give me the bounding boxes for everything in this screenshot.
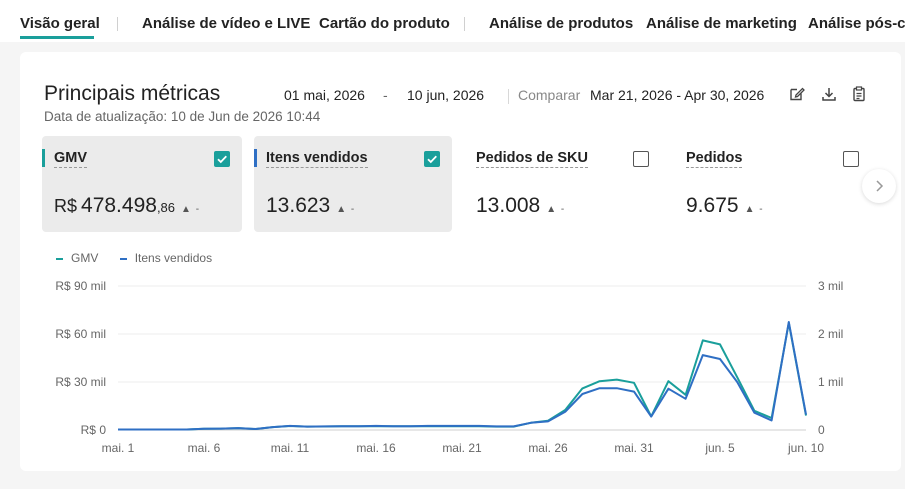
line-chart: R$ 0 R$ 30 mil R$ 60 mil R$ 90 mil 0 1 mil 2 … xyxy=(55,279,843,455)
trend-indicator: ▲ - xyxy=(744,204,764,215)
clipboard-icon[interactable] xyxy=(850,85,868,103)
carousel-next-button[interactable] xyxy=(862,169,896,203)
y-right-tick-label: 0 xyxy=(818,423,825,437)
active-tab-indicator xyxy=(20,36,94,39)
legend-swatch xyxy=(56,257,63,260)
metric-card-pedidos[interactable]: Pedidos 9.675 ▲ - xyxy=(674,136,870,232)
trend-indicator: ▲ - xyxy=(546,204,566,215)
trend-indicator: ▲ - xyxy=(336,204,356,215)
legend-swatch xyxy=(119,257,127,260)
check-icon xyxy=(427,155,437,164)
legend-item-itens-vendidos[interactable]: Itens vendidos xyxy=(119,251,213,265)
metric-value: 13.623 ▲ - xyxy=(266,194,355,218)
tab-bar: Visão geral Análise de vídeo e LIVE Cart… xyxy=(0,0,905,42)
y-left-tick-label: R$ 0 xyxy=(81,423,107,437)
y-right-tick-label: 3 mil xyxy=(818,279,843,293)
x-tick-label: mai. 31 xyxy=(614,441,654,455)
compare-label: Comparar xyxy=(518,87,581,103)
legend-label: Itens vendidos xyxy=(134,251,213,265)
metric-label: Pedidos de SKU xyxy=(476,150,588,168)
x-tick-label: mai. 16 xyxy=(356,441,396,455)
edit-icon[interactable] xyxy=(788,85,806,103)
metric-color-indicator xyxy=(42,149,45,167)
tab-analise-pos-venda[interactable]: Análise pós-co xyxy=(808,15,905,32)
trend-indicator: ▲ - xyxy=(181,204,201,215)
download-icon[interactable] xyxy=(820,85,838,103)
tab-analise-produtos[interactable]: Análise de produtos xyxy=(489,15,634,32)
tab-analise-video-live[interactable]: Análise de vídeo e LIVE xyxy=(142,15,311,32)
metric-value: 13.008 ▲ - xyxy=(476,194,565,218)
metric-value: 9.675 ▲ - xyxy=(686,194,764,218)
tab-divider xyxy=(117,17,118,31)
series-line-gmv[interactable] xyxy=(118,321,807,431)
metric-card-gmv[interactable]: GMV R$ 478.498,86 ▲ - xyxy=(42,136,242,232)
metric-value: R$ 478.498,86 ▲ - xyxy=(54,194,200,218)
x-tick-label: jun. 5 xyxy=(704,441,735,455)
metric-color-indicator xyxy=(254,149,257,167)
metric-label: Pedidos xyxy=(686,150,743,168)
metric-card-pedidos-sku[interactable]: Pedidos de SKU 13.008 ▲ - xyxy=(464,136,660,232)
tab-divider xyxy=(464,17,465,31)
y-left-tick-label: R$ 30 mil xyxy=(55,375,106,389)
x-tick-label: mai. 26 xyxy=(528,441,568,455)
update-timestamp: Data de atualização: 10 de Jun de 2026 1… xyxy=(44,109,321,124)
check-icon xyxy=(217,155,227,164)
metric-value-number: 13.008 xyxy=(476,194,541,217)
metric-value-number: 13.623 xyxy=(266,194,331,217)
y-left-tick-label: R$ 60 mil xyxy=(55,327,106,341)
tab-cartao-produto[interactable]: Cartão do produto xyxy=(319,15,450,32)
legend-item-gmv[interactable]: GMV xyxy=(56,251,98,265)
tab-visao-geral[interactable]: Visão geral xyxy=(20,15,100,32)
compare-range[interactable]: Mar 21, 2026 - Apr 30, 2026 xyxy=(590,87,765,103)
page-title: Principais métricas xyxy=(44,82,221,105)
metric-checkbox[interactable] xyxy=(843,151,859,167)
legend-label: GMV xyxy=(71,251,99,265)
currency-symbol: R$ xyxy=(54,196,78,216)
chart-legend: GMV Itens vendidos xyxy=(56,251,230,265)
y-right-tick-label: 1 mil xyxy=(818,375,843,389)
series-line-itens-vendidos[interactable] xyxy=(118,321,807,431)
metric-checkbox[interactable] xyxy=(214,151,230,167)
x-tick-label: mai. 6 xyxy=(188,441,221,455)
date-range-start[interactable]: 01 mai, 2026 xyxy=(284,87,365,103)
date-range-end[interactable]: 10 jun, 2026 xyxy=(407,87,485,103)
date-range-separator: - xyxy=(383,87,388,103)
x-tick-label: mai. 21 xyxy=(442,441,482,455)
tab-analise-marketing[interactable]: Análise de marketing xyxy=(646,15,797,32)
metric-checkbox[interactable] xyxy=(424,151,440,167)
metric-value-integer: 478.498 xyxy=(81,194,157,217)
metric-checkbox[interactable] xyxy=(633,151,649,167)
y-left-tick-label: R$ 90 mil xyxy=(55,279,106,293)
key-metrics-card: Principais métricas Data de atualização:… xyxy=(20,52,901,471)
chevron-right-icon xyxy=(876,180,884,192)
metric-value-number: 9.675 xyxy=(686,194,739,217)
divider xyxy=(508,89,509,104)
metric-label: Itens vendidos xyxy=(266,150,368,168)
metric-card-itens-vendidos[interactable]: Itens vendidos 13.623 ▲ - xyxy=(254,136,452,232)
y-right-tick-label: 2 mil xyxy=(818,327,843,341)
x-tick-label: mai. 1 xyxy=(102,441,135,455)
metric-value-cents: ,86 xyxy=(156,200,176,215)
x-tick-label: mai. 11 xyxy=(271,441,310,455)
x-tick-label: jun. 10 xyxy=(787,441,824,455)
metric-label: GMV xyxy=(54,150,88,168)
